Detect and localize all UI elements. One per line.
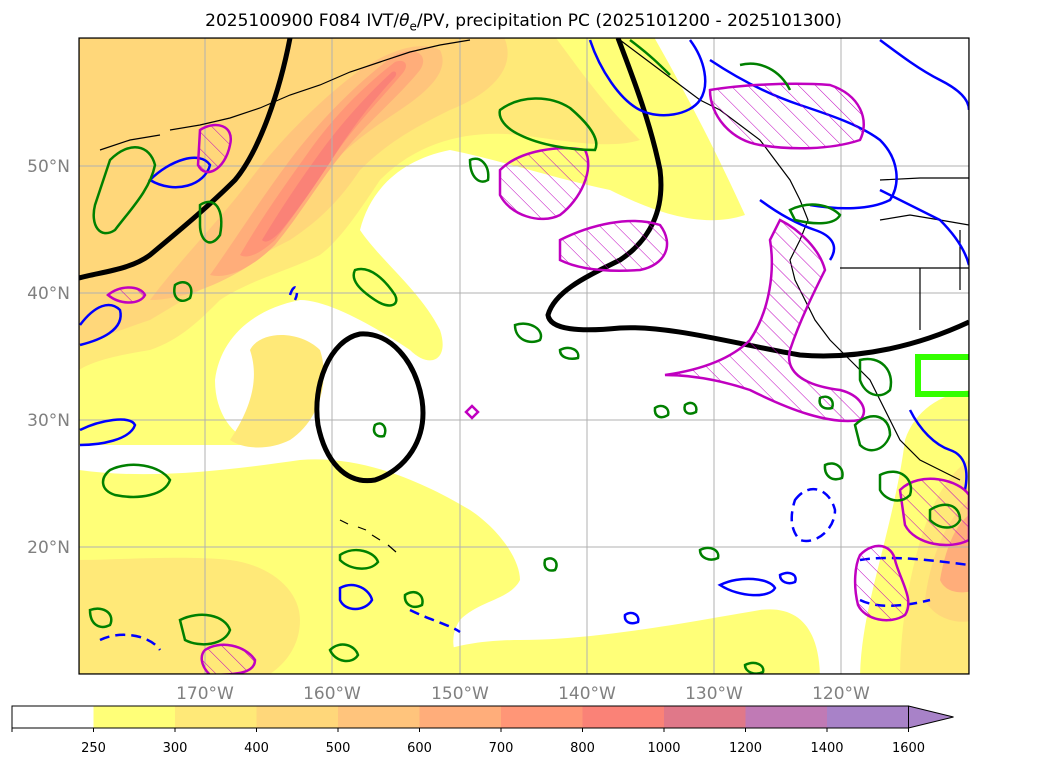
lon-label-150w: 150°W — [431, 684, 489, 704]
precipitation-contours — [106, 82, 969, 674]
lat-labels: 50°N 40°N 30°N 20°N — [27, 157, 70, 558]
map-title: 2025100900 F084 IVT/θe/PV, precipitation… — [0, 11, 1047, 33]
colorbar-outline — [11, 705, 909, 729]
colorbar-tick-label: 1200 — [729, 741, 762, 756]
lon-labels: 170°W 160°W 150°W 140°W 130°W 120°W — [176, 684, 870, 704]
lon-label-140w: 140°W — [558, 684, 616, 704]
colorbar-tick-label: 300 — [163, 741, 188, 756]
green-contours — [88, 39, 962, 674]
colorbar-segment — [93, 706, 176, 728]
colorbar-extend-arrow — [908, 705, 954, 729]
title-theta: θ — [399, 11, 410, 31]
map-area — [79, 38, 969, 674]
lat-label-20: 20°N — [27, 538, 70, 558]
colorbar-segment — [256, 706, 339, 728]
lon-label-170w: 170°W — [176, 684, 234, 704]
ivt-filled-contours — [79, 38, 969, 674]
theta-e-contours — [79, 38, 969, 484]
colorbar-segment — [175, 706, 257, 728]
lon-label-160w: 160°W — [303, 684, 361, 704]
lat-label-50: 50°N — [27, 157, 70, 177]
colorbar-segment — [827, 706, 909, 728]
colorbar-segment — [664, 706, 746, 728]
lat-label-40: 40°N — [27, 284, 70, 304]
lon-label-120w: 120°W — [812, 684, 870, 704]
title-suffix: /PV, precipitation PC (2025101200 - 2025… — [416, 11, 842, 31]
title-prefix: 2025100900 F084 IVT/ — [205, 11, 400, 31]
colorbar-tick-label: 700 — [489, 741, 514, 756]
colorbar-tick-label: 1400 — [810, 741, 843, 756]
colorbar-segment — [419, 706, 502, 728]
colorbar-segment — [501, 706, 583, 728]
colorbar-segment — [12, 706, 94, 728]
colorbar-tick-label: 800 — [570, 741, 595, 756]
title-theta-sub: e — [409, 19, 417, 34]
lon-label-130w: 130°W — [685, 684, 743, 704]
colorbar-tick-label: 1600 — [892, 741, 925, 756]
lat-label-30: 30°N — [27, 411, 70, 431]
colorbar-segment — [745, 706, 828, 728]
region-box — [915, 354, 969, 397]
colorbar-tick-label: 600 — [407, 741, 432, 756]
colorbar-segment — [582, 706, 665, 728]
colorbar-tick-label: 250 — [81, 741, 106, 756]
colorbar-tick-label: 400 — [244, 741, 269, 756]
colorbar: 250 300 400 500 600 700 800 1000 1200 1400 1600 — [11, 705, 954, 756]
colorbar-tick-label: 500 — [326, 741, 351, 756]
colorbar-tick-label: 1000 — [647, 741, 680, 756]
colorbar-segment — [338, 706, 420, 728]
